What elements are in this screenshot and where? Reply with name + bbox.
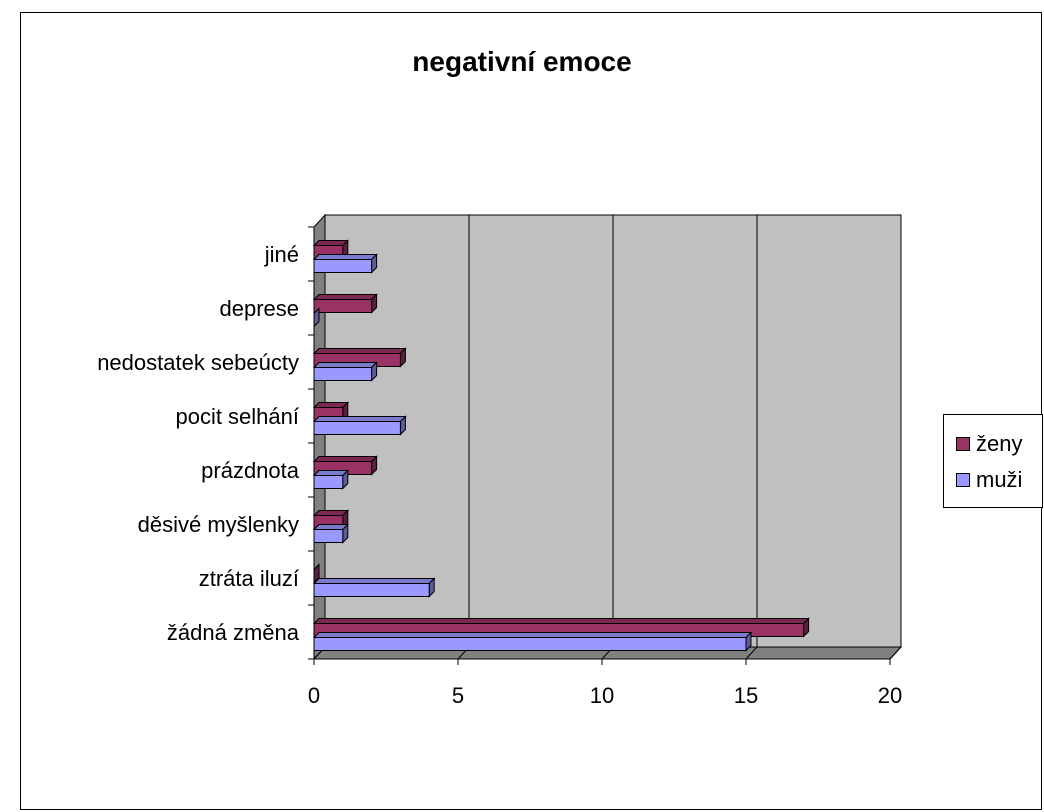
bar-muzi <box>312 577 436 598</box>
bar-muzi-face <box>313 583 430 597</box>
x-tick-label: 5 <box>452 683 464 708</box>
bar-zeny-top <box>312 294 378 300</box>
bar-muzi-face <box>313 637 747 651</box>
legend-item-zeny: ženy <box>956 429 1022 459</box>
bar-muzi <box>312 631 753 652</box>
bar-muzi <box>312 415 407 436</box>
bar-muzi-top <box>312 632 753 638</box>
floor-gridline <box>889 646 902 660</box>
bar-muzi <box>312 253 378 274</box>
bar-zeny-top <box>312 240 350 246</box>
legend-swatch-zeny <box>956 437 970 451</box>
bar-muzi-face <box>313 421 401 435</box>
legend-label-zeny: ženy <box>976 431 1023 456</box>
floor-gridline <box>745 646 758 660</box>
bar-muzi-top <box>312 470 350 476</box>
bar-muzi-face <box>313 367 373 381</box>
legend-item-muzi: muži <box>956 465 1022 495</box>
category-label: pocit selhání <box>175 404 299 429</box>
bar-zeny <box>312 293 378 314</box>
category-label: děsivé myšlenky <box>138 512 299 537</box>
bar-muzi-face <box>313 529 344 543</box>
bar-muzi-face <box>313 259 373 273</box>
legend: ženy muži <box>943 414 1043 508</box>
chart-title: negativní emoce <box>412 46 632 77</box>
bar-muzi <box>312 523 350 544</box>
bar-muzi-top <box>312 416 407 422</box>
category-label: jiné <box>264 242 299 267</box>
legend-label-muzi: muži <box>976 467 1023 492</box>
bar-zeny-top <box>312 618 810 624</box>
bar-muzi-top <box>312 254 378 260</box>
legend-swatch-muzi <box>956 473 970 487</box>
bar-zeny-top <box>312 456 378 462</box>
bar-muzi-side <box>313 307 320 328</box>
bar-zeny-top <box>312 348 407 354</box>
bar-zeny-side <box>313 563 320 584</box>
bar-muzi <box>313 307 320 328</box>
bar-muzi-top <box>312 362 378 368</box>
category-label: nedostatek sebeúcty <box>97 350 299 375</box>
bar-zeny-top <box>312 402 350 408</box>
category-label: ztráta iluzí <box>199 566 299 591</box>
bar-muzi-face <box>313 475 344 489</box>
x-tick-label: 20 <box>878 683 902 708</box>
bar-zeny-top <box>312 510 350 516</box>
category-label: prázdnota <box>201 458 300 483</box>
category-label: žádná změna <box>167 620 300 645</box>
x-tick-label: 10 <box>590 683 614 708</box>
category-label: deprese <box>219 296 299 321</box>
bar-muzi <box>312 361 378 382</box>
bar-muzi-top <box>312 578 436 584</box>
bar-zeny <box>313 563 320 584</box>
bar-muzi-top <box>312 524 350 530</box>
x-tick-label: 15 <box>734 683 758 708</box>
bar-zeny-face <box>313 299 373 313</box>
bar-muzi <box>312 469 350 490</box>
x-tick-label: 0 <box>308 683 320 708</box>
